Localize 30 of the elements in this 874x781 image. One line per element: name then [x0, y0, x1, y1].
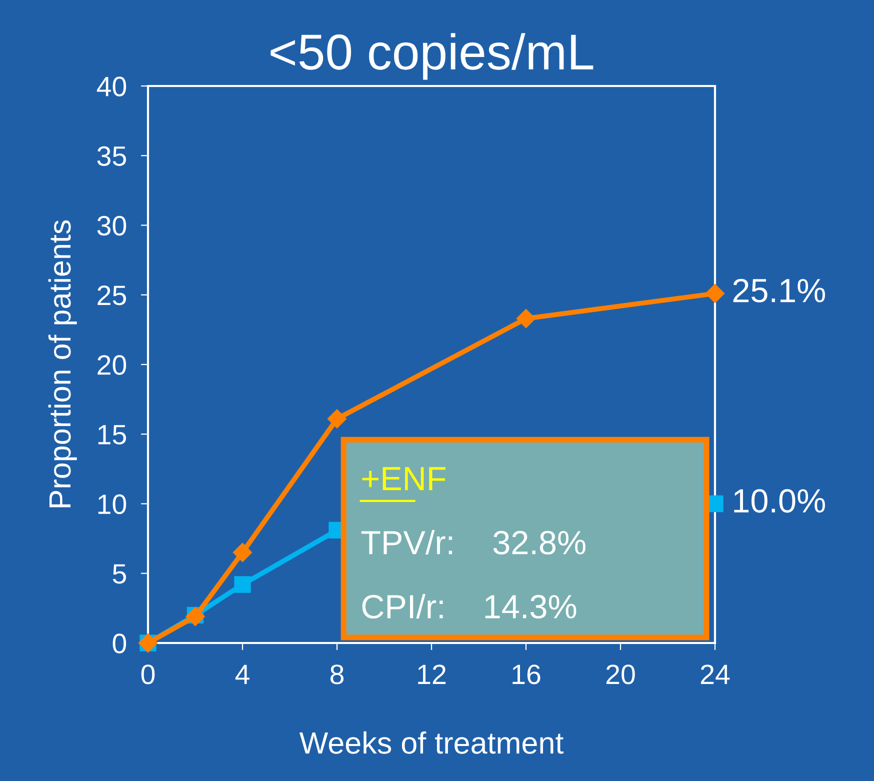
point	[327, 409, 347, 428]
point	[705, 284, 725, 304]
y-tick-label: 5	[112, 564, 126, 584]
point	[232, 542, 252, 562]
y-tick-label: 40	[96, 76, 126, 96]
chart-title: <50 copies/mL	[270, 33, 594, 80]
data-label: 10.0%	[734, 489, 825, 513]
x-tick-label: 0	[141, 664, 155, 684]
point	[516, 309, 536, 328]
annotation: +ENF	[362, 467, 446, 490]
x-tick-label: 20	[606, 664, 635, 684]
y-tick-label: 0	[112, 634, 126, 654]
y-tick-label: 10	[98, 494, 126, 514]
annotation: TPV/r: 32.8%	[361, 530, 586, 554]
y-tick-label: 30	[97, 216, 126, 236]
y-tick-label: 25	[98, 286, 126, 306]
x-axis-title: Weeks of treatment	[299, 731, 564, 754]
y-tick-label: 20	[98, 355, 126, 375]
data-label: 25.1%	[733, 278, 825, 302]
y-tick-label: 15	[98, 425, 126, 444]
x-tick-label: 12	[418, 664, 446, 684]
annotation: CPI/r: 14.3%	[362, 594, 576, 619]
point	[234, 576, 251, 593]
x-tick-label: 16	[512, 664, 540, 684]
y-tick-label: 35	[97, 146, 126, 166]
x-tick-label: 4	[235, 664, 250, 684]
x-tick-label: 24	[700, 664, 730, 684]
x-tick-label: 8	[330, 664, 344, 684]
y-axis-title: Proportion of patients	[48, 220, 77, 508]
point	[186, 607, 205, 626]
